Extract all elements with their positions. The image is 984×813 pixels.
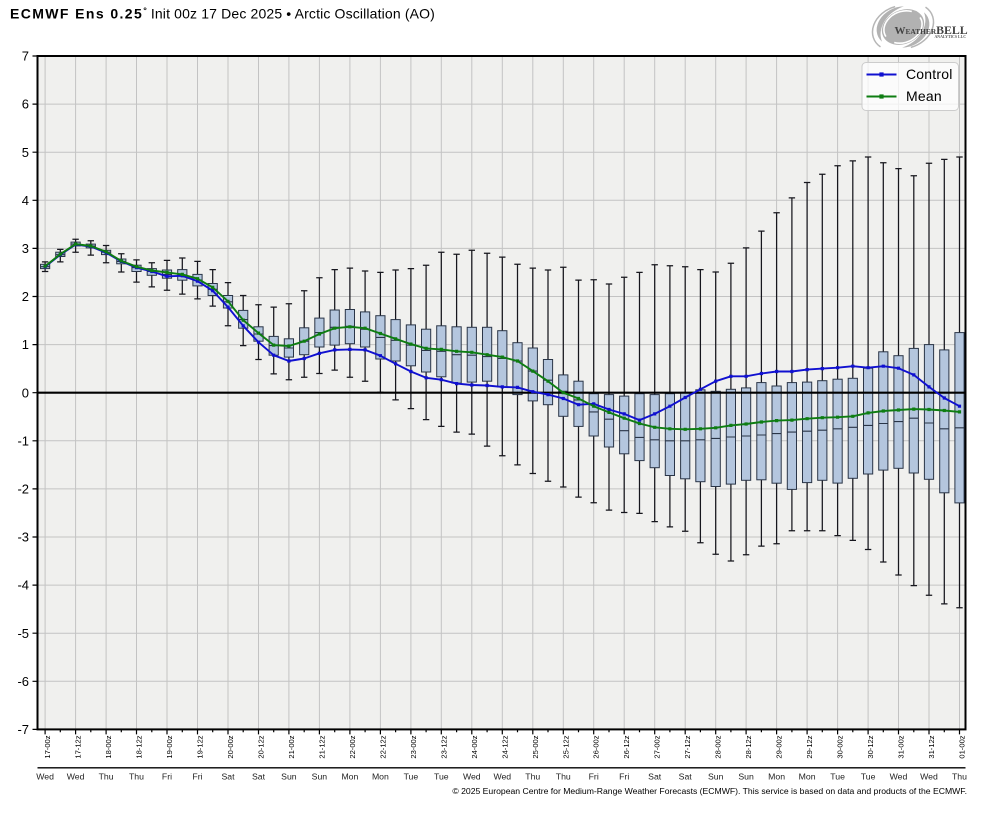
svg-text:31-00z: 31-00z [897,735,906,758]
svg-text:20-12z: 20-12z [257,735,266,758]
svg-text:Sun: Sun [738,772,754,782]
svg-text:Mon: Mon [768,772,785,782]
svg-text:Sat: Sat [252,772,266,782]
svg-text:-4: -4 [17,578,29,593]
svg-text:01-00z: 01-00z [958,735,967,758]
svg-text:23-00z: 23-00z [409,735,418,758]
svg-text:Mean: Mean [906,88,942,104]
svg-text:Sun: Sun [312,772,328,782]
svg-text:Fri: Fri [162,772,172,782]
svg-text:0: 0 [22,385,29,400]
svg-text:© 2025 European Centre for Med: © 2025 European Centre for Medium-Range … [452,786,967,796]
svg-text:31-12z: 31-12z [927,735,936,758]
svg-text:30-00z: 30-00z [836,735,845,758]
svg-text:ECMWF Ens 0.25° Init 00z 17 De: ECMWF Ens 0.25° Init 00z 17 Dec 2025 • A… [10,6,435,22]
svg-text:6: 6 [22,97,29,112]
svg-text:-2: -2 [17,482,29,497]
svg-text:30-12z: 30-12z [866,735,875,758]
svg-text:Thu: Thu [525,772,540,782]
svg-text:Wed: Wed [920,772,938,782]
svg-text:19-12z: 19-12z [196,735,205,758]
svg-text:Thu: Thu [556,772,571,782]
svg-text:28-12z: 28-12z [744,735,753,758]
svg-text:5: 5 [22,145,29,160]
svg-text:-6: -6 [17,674,29,689]
svg-text:Tue: Tue [861,772,876,782]
svg-text:Mon: Mon [372,772,389,782]
svg-text:24-00z: 24-00z [470,735,479,758]
svg-text:29-00z: 29-00z [775,735,784,758]
svg-text:Fri: Fri [192,772,202,782]
svg-text:17-00z: 17-00z [43,735,52,758]
svg-text:2: 2 [22,289,29,304]
svg-text:Control: Control [906,66,953,82]
svg-text:24-12z: 24-12z [500,735,509,758]
svg-text:4: 4 [22,193,29,208]
svg-text:ANALYTICS LLC: ANALYTICS LLC [934,35,966,39]
svg-text:18-12z: 18-12z [135,735,144,758]
svg-text:Tue: Tue [404,772,419,782]
svg-text:Wed: Wed [36,772,54,782]
svg-text:26-00z: 26-00z [592,735,601,758]
svg-text:29-12z: 29-12z [805,735,814,758]
svg-text:Wed: Wed [493,772,511,782]
svg-text:-1: -1 [17,433,29,448]
svg-text:-7: -7 [17,722,29,737]
svg-text:22-00z: 22-00z [348,735,357,758]
svg-text:Fri: Fri [619,772,629,782]
svg-text:Sat: Sat [679,772,693,782]
svg-text:18-00z: 18-00z [104,735,113,758]
svg-text:Wed: Wed [67,772,85,782]
svg-text:Sat: Sat [221,772,235,782]
svg-text:Fri: Fri [589,772,599,782]
svg-text:20-00z: 20-00z [226,735,235,758]
svg-text:17-12z: 17-12z [74,735,83,758]
svg-text:28-00z: 28-00z [714,735,723,758]
svg-text:19-00z: 19-00z [165,735,174,758]
svg-text:1: 1 [22,337,29,352]
svg-text:22-12z: 22-12z [378,735,387,758]
svg-text:Thu: Thu [129,772,144,782]
svg-text:Thu: Thu [952,772,967,782]
svg-text:26-12z: 26-12z [622,735,631,758]
svg-text:Mon: Mon [799,772,816,782]
svg-text:-5: -5 [17,626,29,641]
svg-text:Wed: Wed [463,772,481,782]
svg-text:21-00z: 21-00z [287,735,296,758]
svg-text:Sun: Sun [708,772,724,782]
svg-text:27-00z: 27-00z [653,735,662,758]
svg-text:25-00z: 25-00z [531,735,540,758]
svg-text:Sat: Sat [648,772,662,782]
svg-text:Wed: Wed [890,772,908,782]
svg-text:27-12z: 27-12z [683,735,692,758]
svg-text:Tue: Tue [830,772,845,782]
svg-text:WEATHERBELL: WEATHERBELL [895,23,968,37]
svg-text:Sun: Sun [281,772,297,782]
svg-text:Tue: Tue [434,772,449,782]
svg-text:3: 3 [22,241,29,256]
svg-text:25-12z: 25-12z [561,735,570,758]
svg-text:21-12z: 21-12z [317,735,326,758]
svg-text:Mon: Mon [341,772,358,782]
svg-text:7: 7 [22,49,29,64]
svg-text:23-12z: 23-12z [439,735,448,758]
svg-text:-3: -3 [17,530,29,545]
svg-text:Thu: Thu [99,772,114,782]
